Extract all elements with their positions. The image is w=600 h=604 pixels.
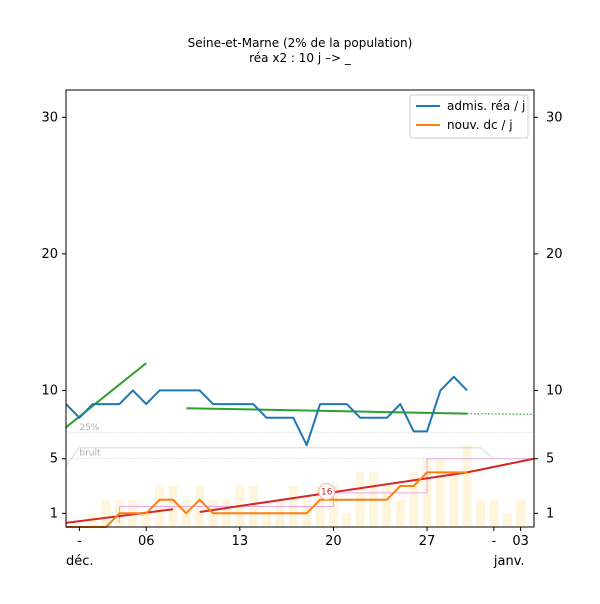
background-bar [141,513,151,527]
x-tick-label: 27 [419,534,436,549]
y-tick-label-right: 30 [546,110,563,125]
reference-label: bruit [79,449,101,459]
chart-title: Seine-et-Marne (2% de la population) [188,36,413,50]
chart-subtitle: réa x2 : 10 j –> _ [249,51,352,65]
background-bar [382,486,392,527]
background-bar [435,458,445,527]
reference-connector [65,447,495,466]
annotation: 16 [318,482,336,500]
background-bars [88,445,526,527]
trend-lines [65,362,535,524]
x-tick-label: 06 [138,534,155,549]
background-bar [101,499,111,527]
trend-line [65,508,174,524]
background-bar [476,499,485,527]
background-bar [342,513,352,527]
legend[interactable]: admis. réa / j nouv. dc / j [409,94,529,139]
trend-line [466,457,535,474]
background-bar [262,513,272,527]
background-bar [449,472,459,527]
data-series [65,375,468,528]
series-line-1[interactable] [66,471,468,528]
y-tick-label-right: 1 [546,506,554,521]
y-tick-label-right: 10 [546,383,563,398]
legend-label-dc: nouv. dc / j [447,118,513,132]
y-tick-label-right: 5 [546,452,554,467]
plot-frame [65,89,535,528]
y-tick-label-right: 20 [546,247,563,262]
background-bar [516,499,526,527]
background-bar [409,472,419,527]
month-label: janv. [493,554,525,569]
series-line-0[interactable] [65,375,468,447]
trend-line [186,407,468,415]
x-tick-label: - [492,534,497,549]
y-tick-label-left: 1 [50,506,58,521]
annotation-circle [318,482,336,500]
legend-label-rea: admis. réa / j [447,99,525,113]
annotation-label: 16 [321,487,333,497]
trend-line [467,413,535,415]
y-tick-label-left: 5 [50,452,58,467]
x-tick-label: 20 [325,534,342,549]
background-bar [489,499,499,527]
background-bar [462,445,472,527]
x-tick-label: 13 [232,534,249,549]
y-tick-label-left: 20 [41,247,58,262]
y-tick-label-left: 30 [41,110,58,125]
background-bar [395,499,405,527]
background-bar [502,513,512,527]
x-tick-label: - [77,534,82,549]
y-tick-label-left: 10 [41,383,58,398]
reference-label: 25% [79,423,99,433]
reference-lines: 25% bruit [65,423,534,466]
x-tick-label: 03 [512,534,529,549]
month-label: déc. [66,554,94,569]
